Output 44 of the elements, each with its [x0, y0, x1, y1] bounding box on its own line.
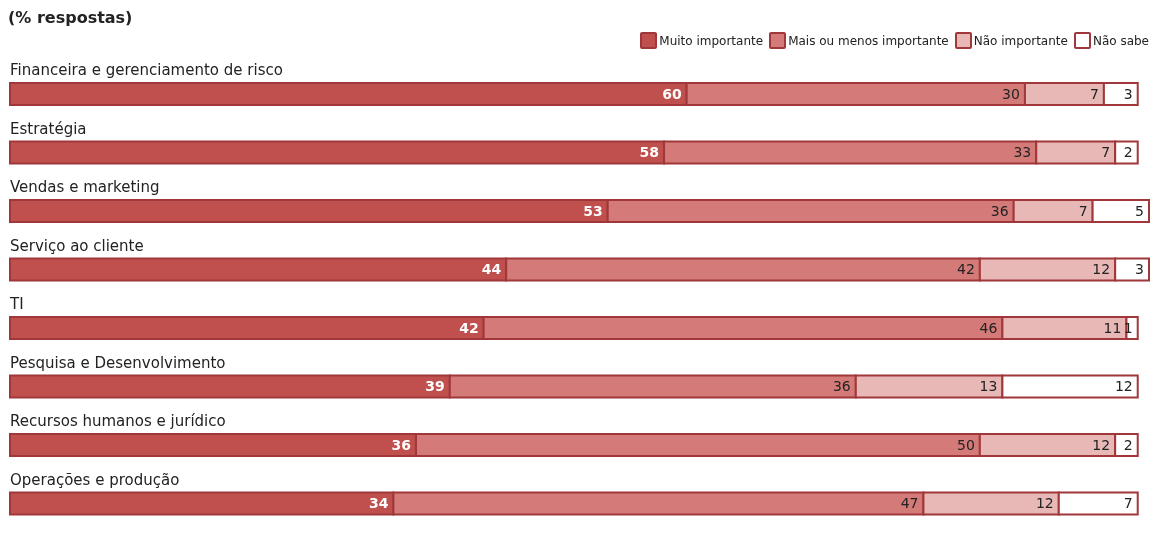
legend-label: Muito importante: [659, 33, 764, 48]
data-label: 12: [1114, 378, 1133, 395]
data-label: 7: [1123, 495, 1133, 512]
data-label: 30: [1002, 85, 1020, 102]
y-tick-label: Estratégia: [10, 119, 87, 138]
data-label: 53: [583, 202, 603, 219]
data-label: 36: [990, 202, 1009, 219]
data-label: 5: [1135, 202, 1144, 219]
y-tick-label: TI: [9, 295, 24, 313]
data-label: 36: [832, 378, 851, 395]
data-label: 34: [368, 495, 389, 512]
legend-label: Mais ou menos importante: [788, 33, 949, 48]
data-label: 42: [957, 261, 975, 278]
data-label: 50: [957, 436, 975, 453]
y-tick-label: Pesquisa e Desenvolvimento: [10, 353, 226, 372]
data-label: 2: [1123, 144, 1133, 161]
data-label: 7: [1078, 202, 1088, 219]
y-tick-label: Serviço ao cliente: [10, 236, 144, 255]
data-label: 7: [1089, 85, 1099, 102]
data-label: 7: [1101, 144, 1111, 161]
data-label: 42: [459, 319, 479, 336]
data-label: 12: [1092, 261, 1111, 278]
y-tick-label: Operações e produção: [10, 470, 180, 489]
y-tick-label: Financeira e gerenciamento de risco: [10, 61, 283, 79]
legend-label: Não sabe: [1092, 33, 1149, 48]
data-label: 58: [639, 144, 660, 161]
data-label: 46: [979, 319, 998, 336]
y-tick-label: Vendas e marketing: [10, 178, 160, 196]
data-label: 60: [662, 85, 682, 102]
data-label: 12: [1035, 495, 1054, 512]
data-label: 11: [1103, 319, 1122, 336]
data-label: 47: [900, 495, 919, 512]
data-label: 39: [425, 378, 445, 395]
data-label: 12: [1092, 436, 1111, 453]
chart-title: (% respostas): [8, 8, 134, 28]
data-label: 13: [979, 378, 998, 395]
y-tick-label: Recursos humanos e jurídico: [10, 412, 226, 430]
data-label: 2: [1123, 436, 1133, 453]
data-label: 44: [481, 261, 502, 278]
data-label: 3: [1135, 261, 1144, 278]
legend-label: Não importante: [973, 33, 1068, 48]
data-label: 3: [1123, 85, 1133, 102]
data-label: 36: [391, 436, 411, 453]
data-label: 33: [1013, 144, 1032, 161]
